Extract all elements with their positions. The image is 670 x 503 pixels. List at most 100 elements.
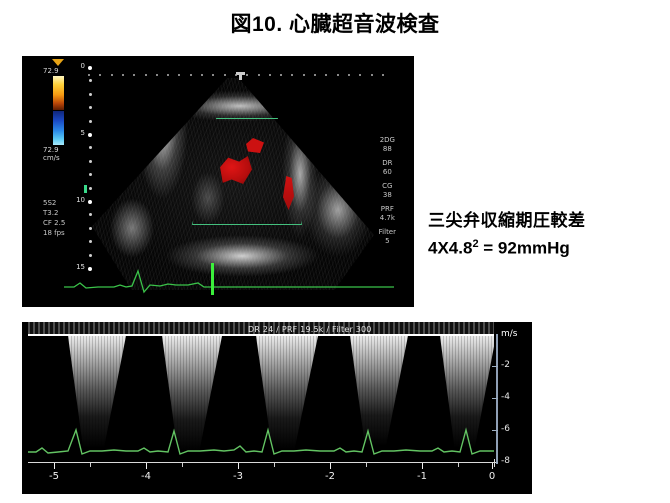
depth-tick-minor [89,226,92,230]
top-ruler-tick [144,74,147,76]
depth-tick-minor [89,119,92,123]
depth-tick-minor [89,106,92,110]
colorbar-top-value: 72.9 [43,67,59,75]
depth-label: 15 [76,263,85,271]
depth-tick-major [88,267,92,271]
top-ruler-tick [121,74,124,76]
time-label: -4 [141,471,151,482]
time-label: 0 [488,471,496,482]
depth-tick-minor [89,159,92,163]
depth-tick-major [88,200,92,204]
setting-probe: 5S2 [43,199,57,207]
top-ruler-tick [280,74,283,76]
time-tick [492,463,493,469]
depth-tick-minor [89,92,92,96]
time-tick [330,463,331,469]
velocity-tick [492,398,498,399]
top-ruler-tick [201,74,203,76]
depth-label: 0 [80,62,85,70]
depth-label: 5 [80,129,85,137]
time-tick [274,463,275,467]
velocity-label: -2 [501,360,510,370]
velocity-tick [492,366,498,367]
colorbar-bottom-value: 72.9 [43,146,59,154]
velocity-label: -4 [501,392,510,402]
ultrasound-sector-image [92,78,374,290]
time-tick [90,463,91,467]
top-ruler-tick [189,74,192,76]
depth-tick-minor [89,186,92,190]
focus-marker-icon [84,185,87,193]
time-label: -2 [325,471,335,482]
doppler-settings-text: DR 24 / PRF 19.5k / Filter 300 [248,325,372,334]
time-tick [422,463,423,469]
ecg-strip-doppler [28,418,494,462]
top-ruler-tick [178,74,181,76]
annotation-equation: 4X4.82 = 92mmHg [428,238,666,259]
depth-tick-minor [89,240,92,244]
annotation-block: 三尖弁収縮期圧較差 4X4.82 = 92mmHg [428,206,666,259]
depth-label: 10 [76,196,85,204]
depth-tick-minor [89,173,92,177]
top-ruler-tick [246,74,249,76]
setting-cg-value: 38 [382,191,392,199]
depth-tick-minor [89,253,92,257]
top-ruler-tick [223,74,226,76]
setting-color-frequency: CF 2.5 [43,219,66,227]
spectral-doppler-panel: DR 24 / PRF 19.5k / Filter 300 m/s -2 -4… [22,322,532,494]
velocity-label: -6 [501,424,510,434]
colorbar-gradient-toward [53,76,64,110]
setting-cg-label: CG [382,182,393,190]
ecg-trace-doppler-svg [28,427,494,455]
depth-tick-minor [89,79,92,83]
time-axis-corner [494,459,499,467]
top-ruler-tick [302,74,305,76]
time-tick [54,463,55,469]
setting-prf-label: PRF [380,205,394,213]
setting-filter-label: Filter [378,228,396,236]
setting-prf-value: 4.7k [379,214,395,222]
time-tick [458,463,459,467]
depth-tick-major [88,133,92,137]
setting-framerate: 18 fps [43,229,65,237]
ecg-trace-svg [64,268,394,294]
doppler-spectrum [28,336,494,454]
apex-marker-icon [236,72,245,80]
page-title: 図10. 心臓超音波検査 [230,13,440,36]
time-axis [28,462,496,463]
setting-dr: DR 60 [379,159,396,177]
time-tick [146,463,147,469]
time-tick [366,463,367,467]
equation-exponent: 2 [472,238,479,250]
time-tick [182,463,183,467]
setting-frequency: T3.2 [43,209,59,217]
color-velocity-bar: 72.9 72.9 cm/s [41,59,81,162]
depth-ruler: 0 5 10 15 [66,62,92,281]
top-ruler-tick [110,74,113,76]
equation-suffix: = 92mmHg [478,238,570,258]
doppler-top-noise-band [28,322,494,334]
top-ruler-tick [234,74,237,76]
top-ruler-tick [359,74,362,76]
annotation-title: 三尖弁収縮期圧較差 [428,211,586,230]
top-ruler-tick [314,74,316,76]
colorbar-arrow-icon [52,59,64,66]
top-ruler-tick [291,74,294,76]
equation-prefix: 4X4.8 [428,238,473,258]
top-ruler-tick [88,74,90,76]
transducer-settings-left: 5S2 T3.2 CF 2.5 18 fps [43,198,65,238]
top-ruler-tick [167,74,170,76]
setting-cg: CG 38 [379,182,396,200]
time-label: -3 [233,471,243,482]
time-label: -1 [417,471,427,482]
top-ruler-tick [336,74,339,76]
setting-filter: Filter 5 [379,228,396,246]
ecg-cursor-line [211,263,214,295]
top-ruler-tick [370,74,373,76]
color-flow-jet [246,138,264,153]
color-flow-jet [283,176,294,210]
setting-2dg: 2DG 88 [379,136,396,154]
top-ruler-tick [133,74,136,76]
top-ruler-tick [212,74,215,76]
setting-filter-value: 5 [385,237,390,245]
